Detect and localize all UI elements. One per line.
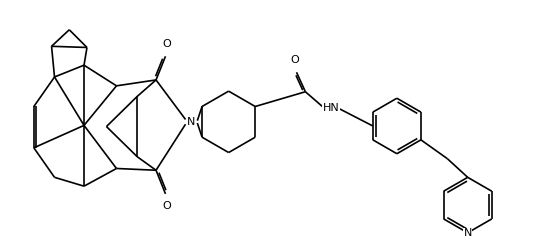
- Text: O: O: [162, 39, 171, 49]
- Text: N: N: [463, 228, 472, 238]
- Text: O: O: [290, 55, 299, 65]
- Text: N: N: [187, 117, 196, 127]
- Text: O: O: [162, 201, 171, 211]
- Text: HN: HN: [322, 103, 339, 113]
